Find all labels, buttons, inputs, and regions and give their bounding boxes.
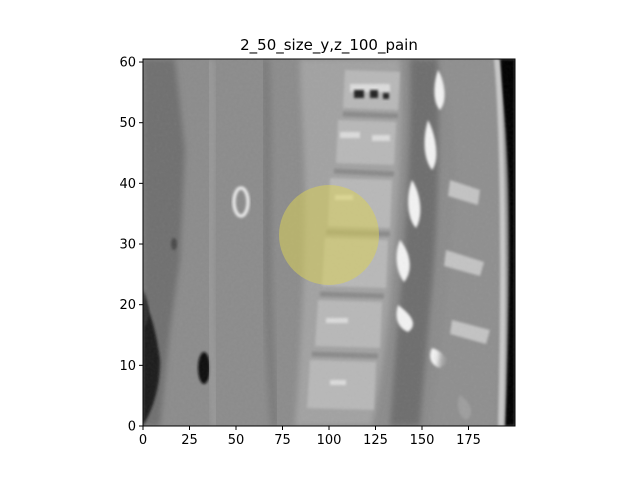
x-tick-label: 25 (181, 433, 198, 448)
y-tick-label: 60 (119, 56, 136, 71)
y-tick-label: 50 (119, 116, 136, 131)
ct-scan-image (143, 59, 515, 426)
x-tick-label: 150 (410, 433, 435, 448)
figure-title: 2_50_size_y,z_100_pain (240, 36, 418, 55)
x-axis-ticks: 0 25 50 75 100 125 150 175 (139, 426, 481, 448)
x-tick-label: 175 (456, 433, 481, 448)
x-tick-label: 100 (317, 433, 342, 448)
x-tick-label: 75 (274, 433, 291, 448)
x-tick-label: 125 (363, 433, 388, 448)
y-tick-label: 30 (119, 238, 136, 253)
overlay-circle (279, 185, 379, 285)
x-tick-label: 0 (139, 433, 147, 448)
y-tick-label: 0 (128, 420, 136, 435)
y-tick-label: 40 (119, 177, 136, 192)
x-tick-label: 50 (228, 433, 245, 448)
y-tick-label: 10 (119, 359, 136, 374)
y-tick-label: 20 (119, 298, 136, 313)
y-axis-ticks: 0 10 20 30 40 50 60 (119, 56, 143, 435)
